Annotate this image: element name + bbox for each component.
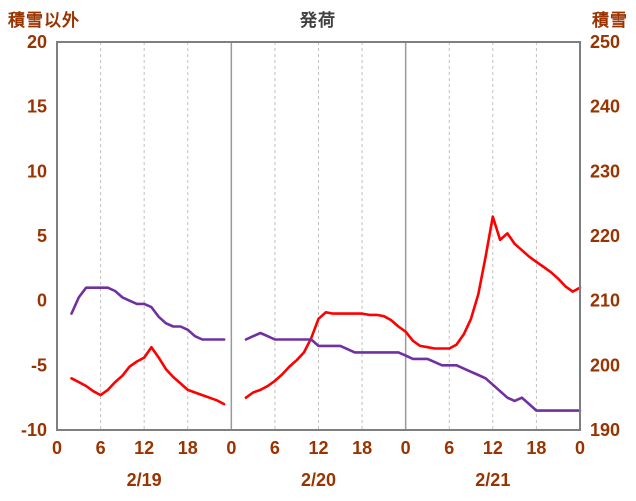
plot-frame: [56, 41, 581, 431]
x-axis-tick-label: 0: [575, 438, 585, 458]
x-axis-tick-label: 12: [308, 438, 328, 458]
series-line-purple: [244, 331, 582, 412]
x-axis-date-label: 2/20: [301, 470, 336, 490]
left-axis-tick-label: 5: [37, 226, 47, 246]
series-line-red: [244, 215, 582, 400]
x-axis-tick-label: 0: [401, 438, 411, 458]
left-axis-tick-label: -10: [21, 420, 47, 440]
x-axis-tick-label: 0: [226, 438, 236, 458]
x-axis-tick-label: 6: [96, 438, 106, 458]
series-line-purple: [70, 286, 226, 341]
x-axis-tick-label: 12: [134, 438, 154, 458]
right-axis-tick-label: 220: [590, 226, 620, 246]
left-axis-tick-label: 15: [27, 97, 47, 117]
x-axis-tick-label: 6: [444, 438, 454, 458]
x-axis-tick-label: 18: [178, 438, 198, 458]
right-axis-tick-label: 230: [590, 161, 620, 181]
left-axis-tick-label: 0: [37, 291, 47, 311]
right-axis-tick-label: 210: [590, 291, 620, 311]
x-axis-date-label: 2/21: [475, 470, 510, 490]
right-axis-tick-label: 200: [590, 355, 620, 375]
series-line-red: [70, 345, 226, 406]
x-axis-tick-label: 6: [270, 438, 280, 458]
x-axis-tick-label: 12: [483, 438, 503, 458]
left-axis-tick-label: -5: [31, 355, 47, 375]
x-axis-tick-label: 0: [52, 438, 62, 458]
right-axis-title: 積雪: [592, 11, 628, 30]
x-axis-tick-label: 18: [352, 438, 372, 458]
left-axis-tick-label: 10: [27, 161, 47, 181]
x-axis-date-label: 2/19: [127, 470, 162, 490]
right-axis-tick-label: 250: [590, 32, 620, 52]
left-axis-title: 積雪以外: [8, 11, 80, 30]
chart-title: 発荷: [300, 11, 336, 30]
right-axis-tick-label: 240: [590, 97, 620, 117]
left-axis-tick-label: 20: [27, 32, 47, 52]
right-axis-tick-label: 190: [590, 420, 620, 440]
x-axis-tick-label: 18: [526, 438, 546, 458]
